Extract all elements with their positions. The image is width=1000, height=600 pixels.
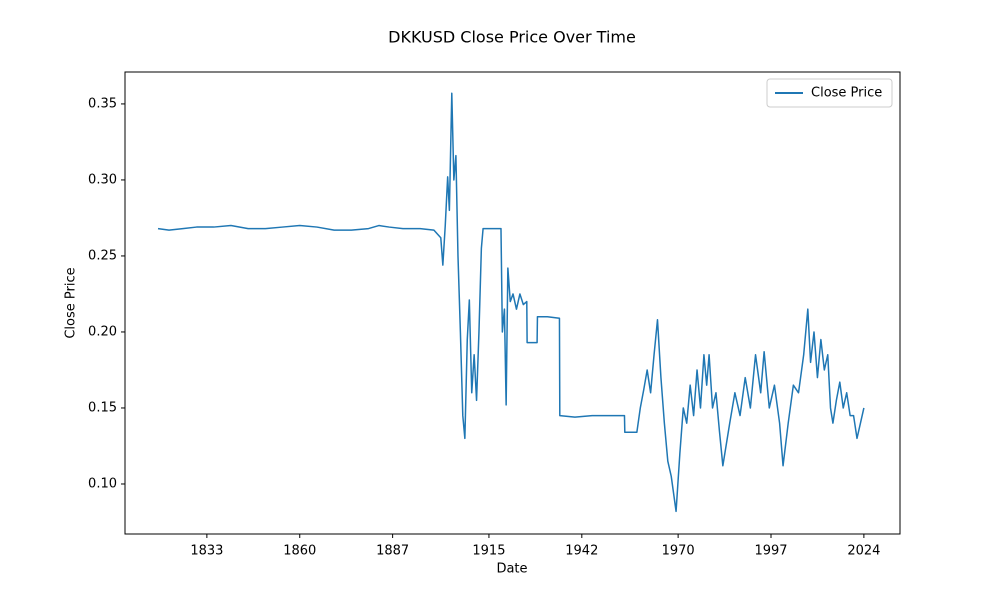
y-tick-label: 0.30 <box>88 172 117 187</box>
legend-box <box>766 78 893 108</box>
x-tick-label: 1860 <box>283 544 316 559</box>
legend-label: Close Price <box>811 86 882 101</box>
x-tick-label: 1915 <box>472 544 505 559</box>
line-series <box>157 92 865 513</box>
y-tick-label: 0.35 <box>88 96 117 111</box>
plot-frame <box>124 71 901 535</box>
x-tick-label: 1942 <box>565 544 598 559</box>
x-tick-label: 1997 <box>754 544 787 559</box>
y-tick-label: 0.20 <box>88 324 117 339</box>
chart-title: DKKUSD Close Price Over Time <box>388 28 636 47</box>
x-tick-label: 2024 <box>847 544 880 559</box>
y-tick-label: 0.10 <box>88 476 117 491</box>
x-tick-label: 1887 <box>376 544 409 559</box>
y-axis-label: Close Price <box>64 267 79 338</box>
y-tick-label: 0.15 <box>88 400 117 415</box>
x-axis-label: Date <box>496 562 527 577</box>
x-tick-label: 1833 <box>190 544 223 559</box>
x-tick-label: 1970 <box>662 544 695 559</box>
y-tick-label: 0.25 <box>88 248 117 263</box>
